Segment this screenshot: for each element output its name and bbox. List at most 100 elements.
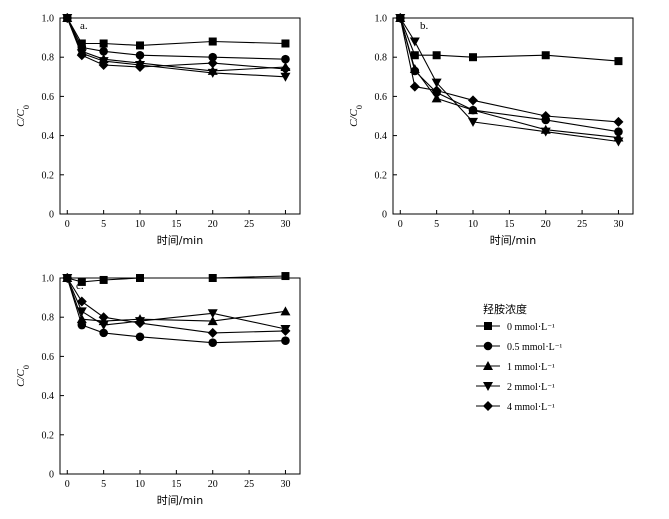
data-point	[280, 306, 291, 316]
y-tick-label: 1.0	[375, 14, 388, 25]
series-line	[399, 17, 619, 62]
y-tick-label: 0	[49, 470, 54, 481]
data-point	[281, 272, 290, 281]
data-point	[410, 51, 419, 60]
series-line	[66, 17, 286, 70]
chart-panel: 0 0.2 0.4 0.6 0.8 1.0 0 5 10 15 20 25 30 时间/min C/C0 b.	[348, 13, 634, 247]
x-tick-label: 20	[208, 219, 218, 230]
legend-item: 2 mmol·L⁻¹	[476, 382, 555, 393]
data-series	[395, 13, 623, 136]
data-series	[62, 273, 290, 347]
legend-label: 0 mmol·L⁻¹	[507, 322, 555, 333]
data-point	[76, 50, 87, 61]
data-point	[409, 81, 420, 92]
data-point	[99, 47, 108, 56]
data-point	[431, 93, 442, 103]
data-series	[62, 13, 290, 64]
legend-item: 4 mmol·L⁻¹	[476, 401, 555, 413]
data-point	[76, 314, 87, 324]
x-tick-label: 10	[468, 219, 478, 230]
legend-items: 0 mmol·L⁻¹ 0.5 mmol·L⁻¹ 1 mmol·L⁻¹ 2 mmol·L…	[476, 322, 563, 413]
y-tick-label: 0	[382, 210, 387, 221]
y-axis-label: C/C0	[348, 105, 364, 127]
legend-label: 0.5 mmol·L⁻¹	[507, 342, 563, 353]
data-point	[136, 41, 144, 50]
y-tick-label: 0.6	[375, 92, 388, 103]
data-point	[281, 336, 290, 346]
data-point	[540, 111, 551, 121]
x-tick-label: 10	[135, 479, 145, 490]
data-point	[541, 51, 550, 60]
x-tick-label: 30	[280, 219, 290, 230]
x-tick-label: 30	[613, 219, 623, 230]
x-tick-label: 0	[65, 219, 70, 230]
series-line	[66, 17, 286, 60]
x-tick-label: 10	[135, 219, 145, 230]
x-tick-label: 15	[171, 479, 181, 490]
data-point	[280, 325, 291, 336]
legend-label: 2 mmol·L⁻¹	[507, 382, 555, 393]
y-tick-label: 0.6	[42, 92, 55, 103]
panel-label: b.	[420, 20, 429, 32]
data-point	[207, 68, 218, 78]
series-line	[66, 277, 286, 334]
x-tick-label: 15	[504, 219, 514, 230]
x-tick-label: 5	[101, 479, 106, 490]
data-series	[63, 272, 290, 286]
data-point	[208, 52, 218, 62]
data-series	[63, 14, 290, 50]
x-tick-label: 0	[398, 219, 403, 230]
data-point	[98, 60, 109, 71]
chart-panels: 0 0.2 0.4 0.6 0.8 1.0 0 5 10 15 20 25 30 时间/min C/C0 a.…	[15, 13, 634, 507]
data-point	[540, 127, 551, 137]
data-series	[62, 274, 291, 334]
y-tick-label: 0.4	[42, 391, 55, 402]
data-point	[281, 54, 290, 64]
y-tick-label: 0.2	[42, 430, 55, 441]
data-point	[409, 63, 420, 73]
data-point	[77, 277, 86, 286]
y-tick-label: 1.0	[42, 14, 55, 25]
data-point	[208, 37, 217, 46]
data-point	[98, 312, 109, 323]
plot-frame	[59, 17, 301, 215]
legend-marker	[483, 382, 493, 391]
x-tick-label: 5	[434, 219, 439, 230]
data-point	[280, 72, 291, 82]
data-point	[99, 275, 108, 284]
y-tick-label: 0	[49, 210, 54, 221]
plot-frame	[59, 277, 301, 475]
data-point	[614, 127, 623, 136]
y-tick-label: 1.0	[42, 274, 55, 285]
data-point	[468, 117, 478, 127]
data-point	[76, 296, 87, 307]
legend-marker	[483, 361, 493, 370]
legend-title: 羟胺浓度	[483, 302, 527, 316]
x-tick-label: 15	[171, 219, 181, 230]
data-point	[135, 332, 145, 342]
legend: 羟胺浓度 0 mmol·L⁻¹ 0.5 mmol·L⁻¹ 1 mmol·L⁻¹ 2 m…	[476, 302, 563, 413]
data-point	[62, 13, 73, 23]
data-series	[396, 14, 623, 66]
data-point	[469, 53, 477, 62]
data-point	[76, 307, 87, 317]
data-point	[431, 85, 442, 96]
data-point	[468, 105, 478, 115]
y-tick-label: 0.8	[42, 53, 55, 64]
data-point	[207, 58, 218, 69]
y-tick-label: 0.6	[42, 352, 55, 363]
series-line	[399, 17, 619, 139]
panel-label: c.	[76, 280, 84, 292]
data-point	[136, 274, 144, 282]
y-tick-label: 0.2	[375, 170, 388, 181]
x-axis-label: 时间/min	[490, 234, 536, 247]
x-tick-label: 25	[577, 219, 587, 230]
data-point	[207, 309, 218, 319]
y-tick-label: 0.4	[375, 131, 388, 142]
x-tick-label: 25	[244, 479, 254, 490]
data-point	[280, 63, 291, 74]
series-line	[66, 277, 286, 330]
series-line	[66, 17, 286, 72]
y-tick-label: 0.8	[42, 313, 55, 324]
